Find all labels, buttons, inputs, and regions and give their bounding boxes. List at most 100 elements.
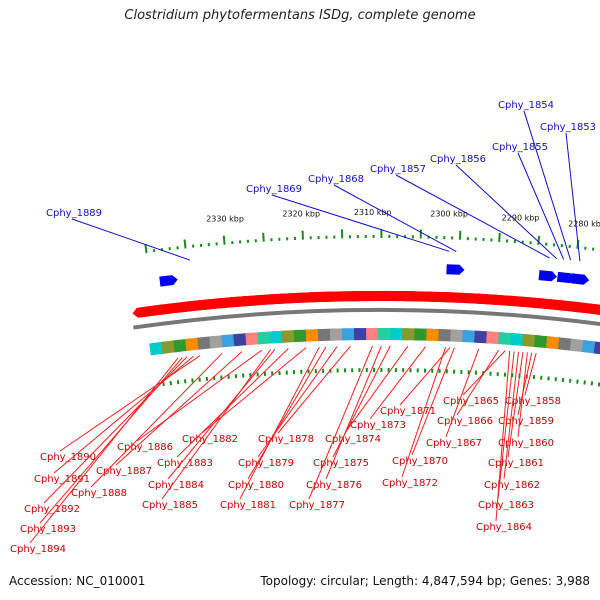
accession-label: Accession: NC_010001: [9, 574, 146, 588]
callout-line: [201, 347, 307, 434]
callout-line: [39, 357, 183, 524]
gene-label-bottom: Cphy_1882: [182, 434, 238, 445]
callout-line: [497, 351, 515, 500]
callout-line: [401, 347, 447, 478]
gene-label-bottom: Cphy_1865: [443, 396, 499, 407]
gene-label-bottom: Cphy_1890: [40, 452, 96, 463]
callout-line: [271, 194, 450, 252]
gene-label-bottom: Cphy_1859: [498, 416, 554, 427]
kbp-label: 2310 kbp: [354, 208, 392, 217]
callout-line: [517, 152, 565, 260]
gene-label-bottom: Cphy_1885: [142, 500, 198, 511]
gene-label-bottom: Cphy_1870: [392, 456, 448, 467]
tick-mark: [144, 244, 148, 254]
callout-line: [176, 348, 289, 458]
gene-label-bottom: Cphy_1867: [426, 438, 482, 449]
kbp-label: 2320 kbp: [282, 210, 320, 219]
gene-label-bottom: Cphy_1878: [258, 434, 314, 445]
gene-label-bottom: Cphy_1873: [350, 420, 406, 431]
callout-line: [399, 347, 451, 406]
gene-label-top: Cphy_1857: [370, 164, 426, 175]
callout-line: [503, 351, 520, 480]
backbone-arc: [133, 308, 600, 330]
callout-line: [517, 352, 533, 416]
gene-label-bottom: Cphy_1886: [117, 442, 173, 453]
callout-line: [29, 357, 179, 544]
tick-mark: [498, 232, 501, 242]
gene-label-bottom: Cphy_1858: [505, 396, 561, 407]
gene-label-bottom: Cphy_1875: [313, 458, 369, 469]
inner-tick-mark: [162, 381, 165, 387]
gene-label-bottom: Cphy_1862: [484, 480, 540, 491]
callout-line: [43, 356, 188, 504]
callout-line: [395, 174, 550, 259]
reverse-gene-arrow: [159, 275, 178, 287]
inner-tick-mark: [597, 382, 600, 387]
kbp-label: 2280 kbp: [568, 220, 600, 229]
gene-label-bottom: Cphy_1884: [148, 480, 204, 491]
gene-label-bottom: Cphy_1871: [380, 406, 436, 417]
gene-label-bottom: Cphy_1894: [10, 544, 66, 555]
forward-gene-arrow: [567, 301, 600, 317]
gene-label-bottom: Cphy_1893: [20, 524, 76, 535]
callout-line: [333, 184, 457, 253]
gene-label-bottom: Cphy_1877: [289, 500, 345, 511]
callout-line: [411, 347, 455, 456]
gene-label-top: Cphy_1869: [246, 184, 302, 195]
reverse-gene-arrow: [538, 270, 557, 282]
callout-line: [524, 353, 537, 396]
callout-line: [115, 351, 243, 466]
callout-line: [455, 164, 557, 260]
callout-line: [161, 349, 272, 500]
callout-line: [523, 110, 572, 261]
gene-label-bottom: Cphy_1876: [306, 480, 362, 491]
gene-label-bottom: Cphy_1872: [382, 478, 438, 489]
callout-line: [59, 355, 201, 452]
gene-label-bottom: Cphy_1879: [238, 458, 294, 469]
reverse-gene-arrow: [556, 271, 576, 284]
gene-label-bottom: Cphy_1888: [71, 488, 127, 499]
gene-label-bottom: Cphy_1880: [228, 480, 284, 491]
callout-line: [90, 352, 223, 488]
callout-line: [71, 218, 191, 261]
gene-label-bottom: Cphy_1887: [96, 466, 152, 477]
gene-label-top: Cphy_1853: [540, 122, 596, 133]
gene-label-bottom: Cphy_1874: [325, 434, 381, 445]
forward-gene-arrow: [592, 304, 600, 316]
callout-line: [53, 355, 194, 474]
tick-mark: [537, 235, 541, 246]
callout-line: [517, 352, 528, 438]
topology-label: Topology: circular; Length: 4,847,594 bp…: [260, 574, 590, 588]
gene-label-bottom: Cphy_1860: [498, 438, 554, 449]
gene-label-top: Cphy_1855: [492, 142, 548, 153]
callout-line: [325, 345, 382, 480]
callout-line: [456, 349, 500, 416]
kbp-label: 2300 kbp: [430, 209, 468, 218]
callout-line: [495, 350, 511, 522]
gene-label-bottom: Cphy_1864: [476, 522, 532, 533]
callout-line: [136, 349, 263, 442]
callout-line: [239, 346, 320, 500]
callout-line: [565, 132, 581, 262]
kbp-label: 2290 kbp: [502, 213, 540, 222]
tick-mark: [183, 239, 187, 249]
cog-box: [593, 341, 600, 356]
gene-label-bottom: Cphy_1866: [437, 416, 493, 427]
gene-label-bottom: Cphy_1863: [478, 500, 534, 511]
tick-mark: [262, 232, 265, 242]
callout-line: [369, 346, 427, 420]
gene-label-top: Cphy_1854: [498, 100, 554, 111]
kbp-label: 2330 kbp: [206, 215, 244, 224]
gene-label-bottom: Cphy_1883: [157, 458, 213, 469]
gene-label-bottom: Cphy_1891: [34, 474, 90, 485]
reverse-gene-arrow: [570, 273, 590, 285]
gene-label-top: Cphy_1868: [308, 174, 364, 185]
inner-tick-mark: [590, 381, 594, 386]
page-title: Clostridium phytofermentans ISDg, comple…: [124, 8, 476, 23]
gene-label-top: Cphy_1889: [46, 208, 102, 219]
callout-line: [445, 348, 480, 438]
callout-line: [277, 345, 351, 434]
callout-line: [167, 348, 276, 480]
callout-line: [507, 351, 524, 458]
